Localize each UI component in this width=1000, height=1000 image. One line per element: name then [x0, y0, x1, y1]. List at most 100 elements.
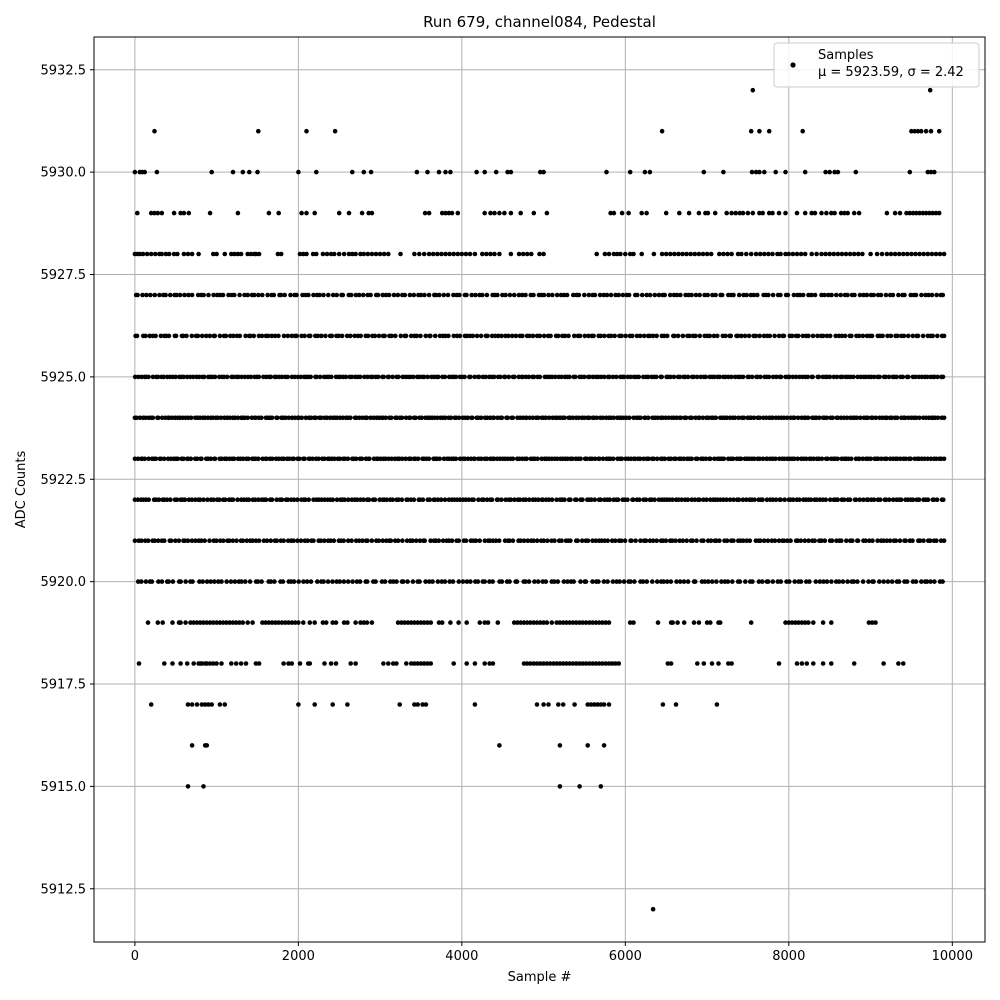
data-point	[334, 497, 340, 503]
data-point	[484, 456, 490, 462]
data-point	[263, 497, 269, 503]
data-point	[778, 497, 783, 503]
data-point	[350, 169, 355, 175]
data-point	[612, 333, 617, 339]
data-point	[268, 579, 274, 584]
data-point	[765, 538, 771, 543]
data-point	[295, 538, 300, 543]
data-point	[535, 579, 541, 584]
data-point	[341, 251, 347, 257]
data-point	[457, 497, 463, 503]
data-point	[490, 579, 496, 584]
data-point	[202, 538, 207, 543]
data-point	[738, 456, 744, 462]
data-point	[890, 292, 896, 298]
data-point	[220, 292, 226, 298]
data-point	[495, 497, 501, 503]
data-point	[762, 251, 767, 257]
data-point	[159, 579, 165, 584]
data-point	[149, 579, 155, 584]
data-point	[234, 538, 239, 543]
data-point	[695, 456, 700, 462]
data-point	[601, 292, 607, 298]
data-point	[903, 456, 908, 462]
data-point	[766, 128, 772, 134]
data-point	[448, 415, 454, 421]
data-point	[188, 456, 194, 462]
data-point	[389, 333, 394, 339]
data-point	[474, 169, 479, 175]
data-point	[773, 169, 778, 175]
data-point	[166, 579, 171, 584]
data-point	[676, 251, 681, 257]
data-point	[531, 292, 536, 298]
data-point	[829, 620, 834, 625]
data-point	[464, 579, 470, 584]
data-point	[256, 538, 262, 543]
data-point	[339, 333, 345, 339]
data-point	[509, 333, 515, 339]
data-point	[614, 251, 620, 257]
data-point	[856, 210, 862, 216]
data-point	[630, 333, 635, 339]
data-point	[302, 456, 307, 462]
legend-box	[773, 42, 980, 88]
data-point	[308, 374, 314, 380]
data-point	[181, 333, 186, 339]
data-point	[582, 333, 588, 339]
data-point	[709, 579, 715, 584]
data-point	[733, 210, 738, 216]
data-point	[482, 538, 488, 543]
data-point	[598, 333, 604, 339]
data-point	[856, 251, 861, 257]
data-point	[819, 538, 824, 543]
data-point	[304, 210, 309, 216]
data-point	[154, 169, 160, 175]
data-point	[540, 497, 546, 503]
data-point	[717, 538, 722, 543]
data-point	[773, 456, 778, 462]
data-point	[797, 292, 803, 298]
data-point	[860, 456, 866, 462]
data-point	[656, 292, 662, 298]
data-point	[704, 497, 709, 503]
data-point	[798, 579, 804, 584]
data-point	[203, 333, 209, 339]
data-point	[881, 538, 886, 543]
data-point	[659, 374, 664, 380]
data-point	[556, 702, 561, 707]
data-point	[132, 374, 138, 380]
data-point	[820, 620, 826, 625]
data-point	[668, 456, 674, 462]
data-point	[222, 251, 228, 257]
data-point	[253, 251, 259, 257]
data-point	[235, 497, 240, 503]
data-point	[276, 210, 282, 216]
data-point	[650, 579, 655, 584]
data-point	[412, 620, 417, 625]
data-point	[150, 415, 156, 421]
data-point	[729, 661, 734, 666]
data-point	[185, 702, 191, 707]
data-point	[564, 620, 569, 625]
data-point	[298, 538, 304, 543]
data-point	[405, 579, 410, 584]
data-point	[195, 333, 201, 339]
x-tick-label: 2000	[282, 949, 315, 964]
data-point	[541, 169, 546, 175]
data-point	[896, 661, 901, 666]
data-point	[752, 497, 757, 503]
data-point	[884, 251, 890, 257]
data-point	[928, 579, 933, 584]
data-point	[669, 538, 675, 543]
data-point	[132, 169, 138, 175]
data-point	[897, 538, 903, 543]
data-point	[395, 620, 401, 625]
data-point	[174, 292, 179, 298]
data-point	[902, 415, 908, 421]
data-point	[144, 251, 150, 257]
data-point	[361, 251, 367, 257]
data-point	[306, 292, 311, 298]
data-point	[915, 128, 921, 134]
data-point	[678, 415, 684, 421]
